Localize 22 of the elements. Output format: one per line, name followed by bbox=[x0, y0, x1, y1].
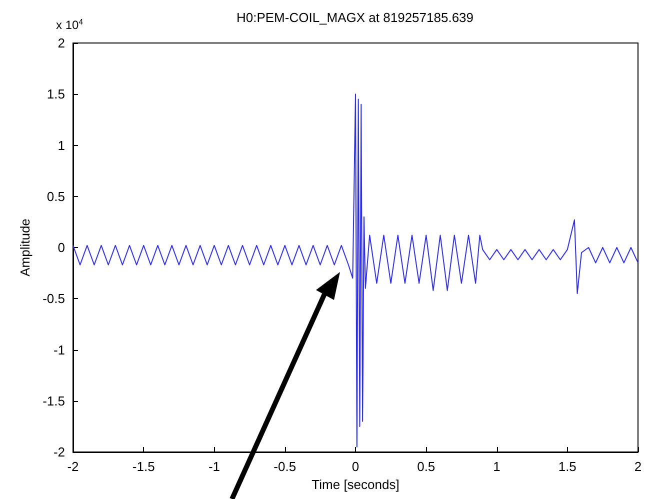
y-tick-label: -2 bbox=[53, 444, 65, 460]
y-tick-label: 1.5 bbox=[46, 86, 65, 102]
x-tick-label: 0 bbox=[352, 459, 360, 474]
x-tick-label: 1 bbox=[493, 459, 500, 474]
x-tick-label: 0.5 bbox=[417, 459, 436, 474]
x-axis-title: Time [seconds] bbox=[312, 476, 400, 492]
chart-title: H0:PEM-COIL_MAGX at 819257185.639 bbox=[236, 10, 474, 25]
line-series bbox=[72, 94, 638, 448]
y-tick-label: -1.5 bbox=[42, 393, 65, 408]
y-tick-label: 0 bbox=[58, 240, 65, 255]
y-axis-title: Amplitude bbox=[18, 218, 33, 276]
y-tick-label: 2 bbox=[58, 36, 65, 50]
y-tick-label: -1 bbox=[53, 342, 65, 358]
y-tick-label: 0.5 bbox=[46, 188, 65, 204]
y-tick-label: -0.5 bbox=[42, 291, 65, 306]
x-tick-label: 2 bbox=[634, 459, 642, 474]
x-tick-label: -1 bbox=[208, 459, 220, 474]
y-tick-label: 1 bbox=[58, 138, 65, 153]
x-tick-label: -2 bbox=[67, 459, 79, 474]
x-tick-label: -0.5 bbox=[274, 459, 296, 474]
x-tick-label: 1.5 bbox=[558, 459, 576, 474]
x-tick-label: -1.5 bbox=[132, 459, 155, 474]
